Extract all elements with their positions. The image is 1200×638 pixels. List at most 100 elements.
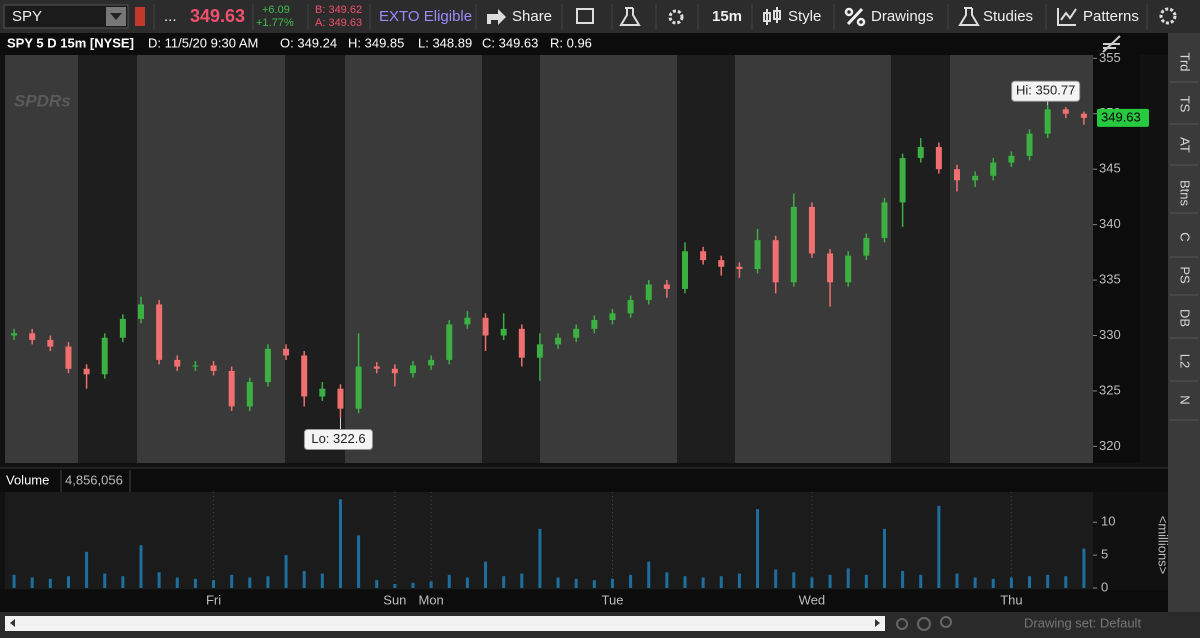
candle-body bbox=[11, 333, 18, 336]
candle-body bbox=[138, 304, 144, 319]
candle-body bbox=[1062, 109, 1069, 114]
crosshair-icon[interactable] bbox=[917, 617, 931, 631]
volume-bar bbox=[973, 577, 977, 588]
side-tab[interactable]: AT bbox=[1178, 137, 1193, 153]
volume-tick-label: 0 bbox=[1101, 579, 1108, 594]
candle-body bbox=[645, 284, 652, 301]
session-band bbox=[78, 55, 137, 463]
candle-body bbox=[228, 370, 235, 407]
candle-body bbox=[391, 368, 398, 374]
volume-bar bbox=[1082, 548, 1086, 588]
volume-bar bbox=[284, 555, 288, 588]
bar-close: C: 349.63 bbox=[482, 35, 538, 50]
zoom-icon[interactable] bbox=[896, 618, 908, 630]
volume-bar bbox=[810, 577, 814, 588]
symbol-input[interactable] bbox=[3, 4, 129, 29]
candle-body bbox=[718, 260, 725, 267]
candle-body bbox=[881, 202, 888, 238]
volume-bar bbox=[484, 561, 488, 588]
drawings-icon[interactable] bbox=[846, 7, 864, 26]
volume-unit: <millions> bbox=[1156, 516, 1171, 575]
volume-bar bbox=[320, 573, 324, 588]
volume-title: Volume bbox=[6, 472, 49, 487]
volume-bar bbox=[266, 576, 270, 588]
volume-bar bbox=[193, 578, 197, 588]
volume-bar bbox=[429, 581, 433, 588]
candle-body bbox=[790, 206, 797, 283]
candle-body bbox=[972, 175, 979, 181]
volume-bar bbox=[538, 528, 542, 588]
volume-bar bbox=[919, 574, 923, 588]
patterns-icon[interactable] bbox=[1057, 8, 1077, 26]
volume-bar bbox=[937, 505, 941, 588]
volume-bar bbox=[502, 576, 506, 588]
volume-bar bbox=[574, 578, 578, 588]
candle-body bbox=[663, 284, 670, 289]
side-tab[interactable]: PS bbox=[1178, 266, 1193, 284]
exto-eligible[interactable]: EXTO Eligible bbox=[379, 8, 472, 25]
axis-expand-icon[interactable] bbox=[1102, 35, 1121, 53]
settings-icon[interactable] bbox=[668, 9, 684, 25]
y-tick-label: 320 bbox=[1099, 438, 1121, 453]
bar-range: R: 0.96 bbox=[550, 35, 592, 50]
volume-total: 4,856,056 bbox=[65, 472, 123, 487]
symbol[interactable]: SPY bbox=[12, 8, 42, 25]
x-tick-label: Thu bbox=[1000, 592, 1022, 607]
flask-icon[interactable] bbox=[619, 7, 641, 26]
candle-body bbox=[935, 147, 942, 170]
candle-body bbox=[954, 169, 960, 181]
volume-bar bbox=[828, 574, 832, 588]
candle-body bbox=[264, 348, 271, 383]
volume-bar bbox=[302, 570, 306, 588]
side-tab[interactable]: DB bbox=[1178, 309, 1193, 327]
volume-bar bbox=[103, 573, 107, 588]
side-tab[interactable]: Btns bbox=[1178, 180, 1193, 207]
link-indicator[interactable] bbox=[135, 7, 145, 26]
drawings-button[interactable]: Drawings bbox=[871, 8, 934, 25]
aggregation[interactable]: 15m bbox=[712, 8, 742, 25]
side-tab[interactable]: L2 bbox=[1178, 354, 1193, 368]
candle-body bbox=[808, 206, 815, 254]
magnify-icon[interactable] bbox=[940, 616, 952, 628]
drawings-icon-dot bbox=[856, 17, 866, 27]
volume-bar bbox=[1046, 574, 1050, 588]
x-tick-label: Sun bbox=[383, 592, 406, 607]
more-button[interactable]: ... bbox=[164, 8, 177, 25]
side-tab[interactable]: Trd bbox=[1178, 52, 1193, 71]
patterns-button[interactable]: Patterns bbox=[1083, 8, 1139, 25]
studies-button[interactable]: Studies bbox=[983, 8, 1033, 25]
candle-body bbox=[246, 382, 253, 407]
side-tab[interactable]: C bbox=[1178, 232, 1193, 241]
gear-icon[interactable] bbox=[1159, 7, 1177, 25]
volume-bar bbox=[882, 528, 886, 588]
style-icon[interactable] bbox=[763, 7, 781, 25]
last-price-box bbox=[1097, 108, 1149, 127]
candle-body bbox=[863, 237, 870, 256]
candle-body bbox=[591, 319, 598, 329]
pct-change: +1.77% bbox=[256, 17, 294, 29]
volume-bar bbox=[48, 578, 52, 588]
volume-header bbox=[0, 468, 1168, 492]
share-button[interactable]: Share bbox=[512, 8, 552, 25]
volume-tick-label: 5 bbox=[1101, 547, 1108, 562]
y-tick-label: 345 bbox=[1099, 161, 1121, 176]
chart-title: SPY 5 D 15m [NYSE] bbox=[7, 35, 134, 50]
style-button[interactable]: Style bbox=[788, 8, 821, 25]
share-icon[interactable] bbox=[487, 9, 506, 25]
scrollbar[interactable] bbox=[5, 616, 885, 631]
volume-bar bbox=[230, 574, 234, 588]
candle-body bbox=[555, 337, 562, 345]
studies-icon[interactable] bbox=[958, 7, 980, 26]
drawings-icon-dot bbox=[844, 7, 854, 17]
side-tab[interactable]: TS bbox=[1178, 96, 1193, 113]
chart-header bbox=[0, 33, 1168, 55]
candle-body bbox=[210, 365, 217, 371]
alert-icon[interactable] bbox=[576, 8, 594, 24]
candle-body bbox=[192, 365, 199, 367]
drawing-set[interactable]: Drawing set: Default bbox=[1024, 615, 1141, 630]
candle-body bbox=[627, 300, 634, 314]
candle-body bbox=[65, 346, 72, 369]
side-tab[interactable]: N bbox=[1178, 395, 1193, 404]
volume-bar bbox=[465, 577, 469, 588]
